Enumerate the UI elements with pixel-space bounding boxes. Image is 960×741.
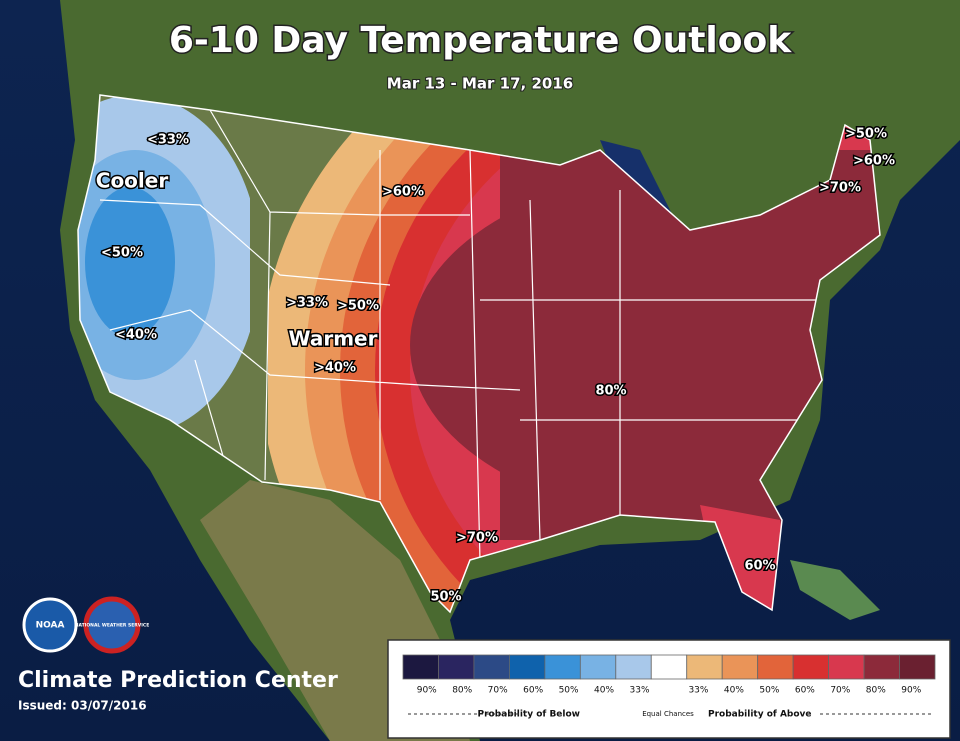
legend-label: 50% (759, 686, 779, 696)
legend-above: Probability of Above (708, 710, 812, 720)
legend-label: 40% (724, 686, 744, 696)
zone-label: 60% (744, 559, 775, 574)
legend-swatch (438, 654, 475, 680)
noaa-text: NOAA (36, 621, 65, 631)
legend-equal: Equal Chances (642, 710, 694, 718)
legend-swatch (402, 654, 439, 680)
issued-date: Issued: 03/07/2016 (18, 699, 147, 713)
zone-label: >50% (845, 127, 887, 142)
legend-swatch (721, 654, 759, 680)
map-labels: <33% Cooler <50% <40% >60% >33% >50% Warmer >40%… (94, 125, 896, 606)
legend-swatch (686, 654, 723, 680)
legend-swatch (828, 654, 865, 680)
title: 6-10 Day Temperature Outlook (169, 20, 792, 61)
legend-label: 40% (594, 686, 614, 696)
legend-label: 33% (688, 686, 708, 696)
legend-label: 60% (523, 686, 543, 696)
zone-label: >60% (853, 154, 895, 169)
nws-logo (83, 596, 141, 654)
legend-below: Probability of Below (477, 710, 580, 720)
zone-label: >50% (337, 299, 379, 314)
zone-label: <40% (115, 328, 157, 343)
legend: Probability of Below Equal Chances Proba… (387, 639, 951, 739)
zone-label: >33% (286, 296, 328, 311)
legend-label: 90% (417, 686, 437, 696)
cuba (790, 560, 880, 620)
zone-label: >40% (314, 361, 356, 376)
legend-label: 90% (901, 686, 921, 696)
zone-label: >60% (382, 185, 424, 200)
legend-swatch (508, 654, 546, 680)
zone-label: >70% (819, 181, 861, 196)
center-name: Climate Prediction Center (18, 668, 338, 693)
legend-swatch (757, 654, 794, 680)
zone-label: >70% (456, 531, 498, 546)
noaa-logo (22, 597, 78, 653)
legend-swatch (544, 654, 581, 680)
legend-label: 70% (488, 686, 508, 696)
legend-swatch (473, 654, 510, 680)
legend-swatch (650, 654, 688, 680)
zone-label: 50% (430, 590, 461, 605)
subtitle: Mar 13 - Mar 17, 2016 (387, 75, 573, 93)
state-lines (99, 109, 820, 561)
legend-label: 33% (630, 686, 650, 696)
nws-text: NATIONAL WEATHER SERVICE (75, 623, 150, 629)
legend-label: 50% (559, 686, 579, 696)
zone-label: <33% (147, 133, 189, 148)
legend-label: 80% (866, 686, 886, 696)
below-50 (85, 187, 175, 337)
legend-swatch (615, 654, 652, 680)
legend-label: 80% (452, 686, 472, 696)
legend-label: 60% (795, 686, 815, 696)
zone-label: 80% (595, 384, 626, 399)
cool-zones (78, 95, 250, 435)
zone-label: Warmer (289, 327, 378, 351)
legend-label: 70% (830, 686, 850, 696)
legend-swatch (792, 654, 830, 680)
zone-label: <50% (101, 246, 143, 261)
legend-swatch (899, 654, 936, 680)
legend-swatch (579, 654, 617, 680)
zone-label: Cooler (96, 169, 169, 193)
legend-swatch (863, 654, 900, 680)
